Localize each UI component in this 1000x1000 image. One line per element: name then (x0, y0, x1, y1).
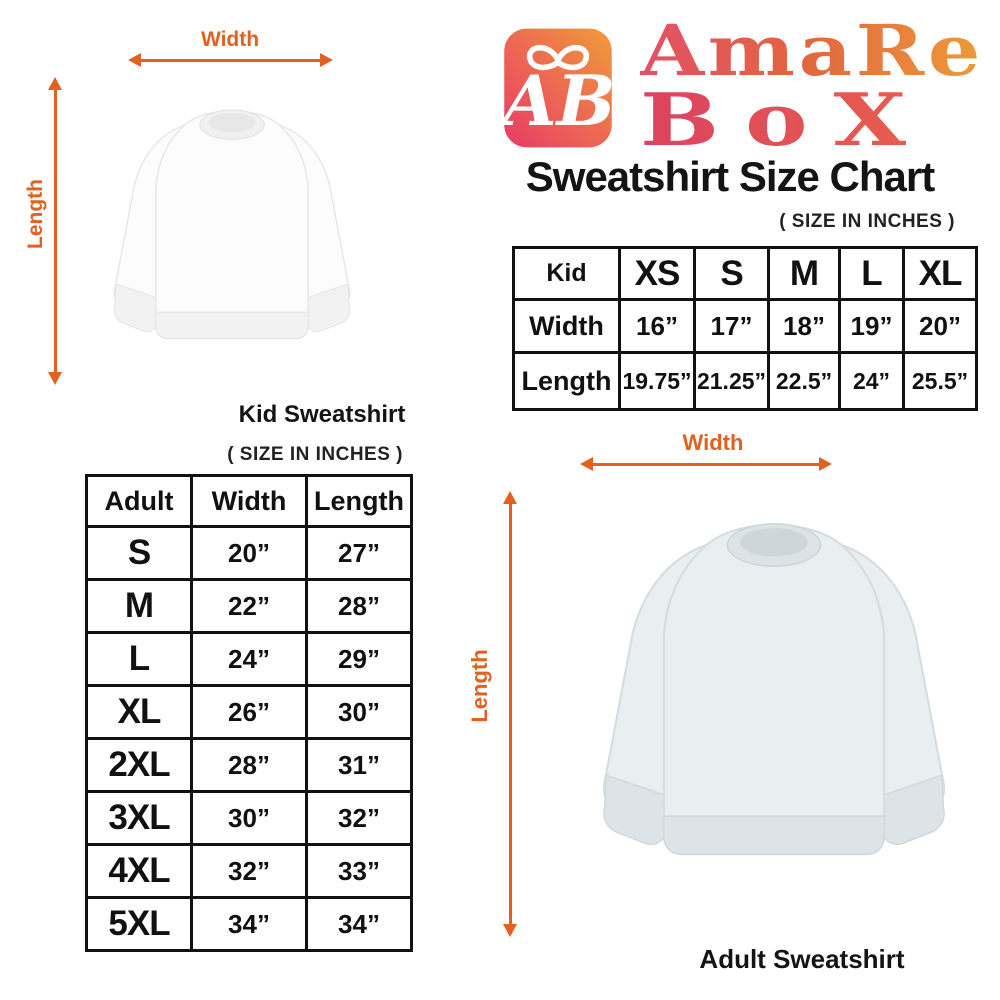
table-row: 2XL 28” 31” (85, 737, 413, 793)
table-row: Kid XS S M L XL (512, 246, 978, 301)
table-cell: 28” (305, 578, 413, 634)
table-row: Length 19.75” 21.25” 22.5” 24” 25.5” (512, 351, 978, 411)
table-cell: XL (85, 684, 193, 740)
table-cell: M (767, 246, 841, 301)
table-cell: L (838, 246, 905, 301)
table-cell: 32” (305, 790, 413, 846)
table-cell: 31” (305, 737, 413, 793)
table-row: M 22” 28” (85, 578, 413, 634)
kid-width-arrow-icon (128, 53, 333, 67)
adult-width-label: Width (682, 430, 744, 455)
adult-sweatshirt-image (602, 523, 946, 856)
adult-width-arrow-icon (580, 457, 832, 471)
table-cell: 18” (767, 298, 841, 354)
kid-units-note: ( SIZE IN INCHES ) (779, 211, 955, 232)
table-cell: 21.25” (693, 351, 770, 411)
table-cell: 22.5” (767, 351, 841, 411)
table-cell: 26” (190, 684, 308, 740)
table-cell: 30” (190, 790, 308, 846)
kid-sweatshirt-image (113, 109, 351, 340)
table-row: Width 16” 17” 18” 19” 20” (512, 298, 978, 354)
adult-size-table: Adult Width Length S 20” 27” M 22” 28” L… (85, 474, 413, 952)
table-cell: 20” (190, 525, 308, 581)
table-cell: 32” (190, 843, 308, 899)
table-cell: L (85, 631, 193, 687)
adult-length-arrow-icon (503, 491, 517, 937)
kid-sweatshirt-caption: Kid Sweatshirt (238, 401, 406, 428)
table-cell: 30” (305, 684, 413, 740)
table-cell: Width (512, 298, 621, 354)
kid-length-arrow-icon (48, 77, 62, 385)
table-cell: 34” (190, 896, 308, 952)
table-cell: XS (618, 246, 696, 301)
table-cell: 2XL (85, 737, 193, 793)
table-cell: Kid (512, 246, 621, 301)
table-cell: 22” (190, 578, 308, 634)
table-cell: S (85, 525, 193, 581)
table-cell: 34” (305, 896, 413, 952)
table-cell: Length (305, 474, 413, 528)
table-cell: 24” (190, 631, 308, 687)
table-cell: 3XL (85, 790, 193, 846)
table-cell: Adult (85, 474, 193, 528)
table-cell: XL (902, 246, 978, 301)
adult-units-note: ( SIZE IN INCHES ) (227, 444, 403, 465)
table-cell: M (85, 578, 193, 634)
table-row: 5XL 34” 34” (85, 896, 413, 952)
table-cell: 24” (838, 351, 905, 411)
table-cell: 20” (902, 298, 978, 354)
table-cell: Length (512, 351, 621, 411)
table-cell: 5XL (85, 896, 193, 952)
brand-wordmark-line1: AmaRe (640, 9, 984, 92)
table-cell: 33” (305, 843, 413, 899)
adult-sweatshirt-caption: Adult Sweatshirt (699, 944, 905, 974)
kid-width-label: Width (200, 28, 260, 51)
table-row: 4XL 32” 33” (85, 843, 413, 899)
table-cell: Width (190, 474, 308, 528)
table-cell: 17” (693, 298, 770, 354)
kid-size-table: Kid XS S M L XL Width 16” 17” 18” 19” 20… (512, 246, 978, 411)
kid-length-label: Length (24, 179, 47, 249)
table-cell: 16” (618, 298, 696, 354)
table-cell: 19” (838, 298, 905, 354)
table-row: L 24” 29” (85, 631, 413, 687)
table-cell: 19.75” (618, 351, 696, 411)
table-row: S 20” 27” (85, 525, 413, 581)
table-cell: 29” (305, 631, 413, 687)
page-title: Sweatshirt Size Chart (525, 153, 935, 200)
table-cell: 27” (305, 525, 413, 581)
table-cell: S (693, 246, 770, 301)
table-row: Adult Width Length (85, 474, 413, 528)
brand-wordmark-line2: BoX (640, 77, 933, 162)
table-cell: 4XL (85, 843, 193, 899)
table-row: 3XL 30” 32” (85, 790, 413, 846)
table-cell: 28” (190, 737, 308, 793)
amarebox-gift-logo-icon: AB (502, 28, 614, 148)
svg-text:AB: AB (502, 61, 614, 142)
table-cell: 25.5” (902, 351, 978, 411)
table-row: XL 26” 30” (85, 684, 413, 740)
adult-length-label: Length (467, 649, 492, 723)
